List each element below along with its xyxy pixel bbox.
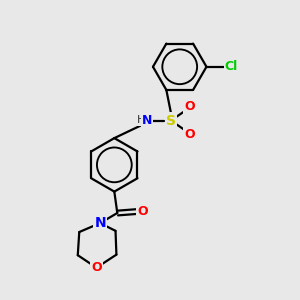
Text: O: O (184, 128, 195, 141)
Text: O: O (91, 261, 102, 274)
Text: N: N (142, 114, 152, 127)
Text: O: O (137, 205, 148, 218)
Text: H: H (137, 115, 145, 125)
Text: S: S (166, 114, 176, 128)
Text: N: N (94, 215, 106, 230)
Text: O: O (184, 100, 195, 113)
Text: Cl: Cl (224, 60, 238, 73)
